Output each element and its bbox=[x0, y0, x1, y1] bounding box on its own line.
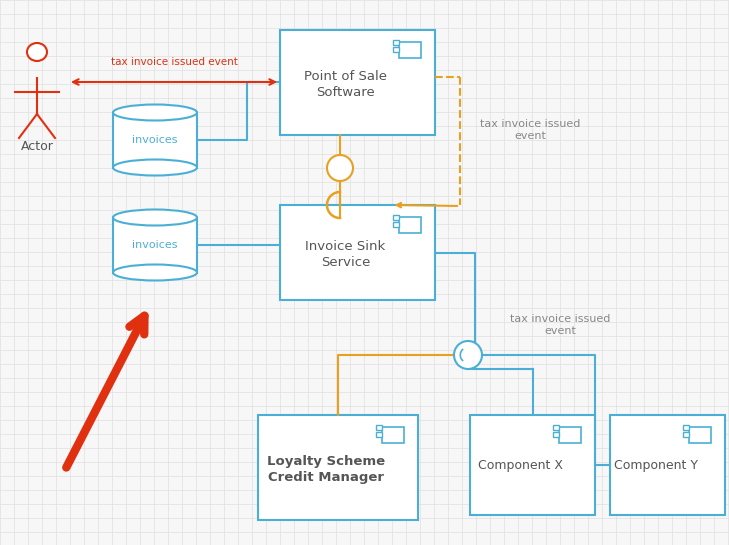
FancyBboxPatch shape bbox=[393, 215, 399, 220]
FancyBboxPatch shape bbox=[376, 432, 382, 437]
FancyBboxPatch shape bbox=[683, 432, 689, 437]
FancyBboxPatch shape bbox=[113, 217, 197, 272]
FancyBboxPatch shape bbox=[393, 221, 399, 227]
Text: Credit Manager: Credit Manager bbox=[268, 471, 384, 484]
Ellipse shape bbox=[27, 43, 47, 61]
FancyBboxPatch shape bbox=[376, 425, 382, 430]
FancyBboxPatch shape bbox=[393, 46, 399, 51]
FancyBboxPatch shape bbox=[470, 415, 595, 515]
FancyBboxPatch shape bbox=[399, 42, 421, 58]
Text: Service: Service bbox=[321, 256, 370, 269]
FancyBboxPatch shape bbox=[610, 415, 725, 515]
Text: Actor: Actor bbox=[20, 140, 53, 153]
Text: Loyalty Scheme: Loyalty Scheme bbox=[267, 455, 385, 468]
Text: invoices: invoices bbox=[132, 135, 178, 145]
FancyBboxPatch shape bbox=[382, 427, 404, 443]
FancyBboxPatch shape bbox=[258, 415, 418, 520]
Ellipse shape bbox=[454, 341, 482, 369]
Ellipse shape bbox=[327, 155, 353, 181]
FancyBboxPatch shape bbox=[280, 30, 435, 135]
Text: tax invoice issued
event: tax invoice issued event bbox=[480, 119, 580, 141]
Text: invoices: invoices bbox=[132, 240, 178, 250]
Ellipse shape bbox=[113, 105, 197, 120]
Text: Component Y: Component Y bbox=[614, 458, 698, 471]
FancyBboxPatch shape bbox=[553, 425, 559, 430]
Text: Component X: Component X bbox=[478, 458, 563, 471]
FancyBboxPatch shape bbox=[113, 112, 197, 167]
FancyBboxPatch shape bbox=[683, 425, 689, 430]
Text: tax invoice issued
event: tax invoice issued event bbox=[510, 314, 610, 336]
Ellipse shape bbox=[113, 160, 197, 175]
Text: Software: Software bbox=[316, 86, 375, 99]
FancyBboxPatch shape bbox=[559, 427, 581, 443]
Text: Invoice Sink: Invoice Sink bbox=[305, 240, 386, 253]
Text: Point of Sale: Point of Sale bbox=[304, 70, 387, 83]
FancyBboxPatch shape bbox=[553, 432, 559, 437]
FancyBboxPatch shape bbox=[280, 205, 435, 300]
Ellipse shape bbox=[113, 209, 197, 226]
FancyBboxPatch shape bbox=[393, 40, 399, 45]
Text: tax invoice issued event: tax invoice issued event bbox=[111, 57, 238, 67]
FancyBboxPatch shape bbox=[689, 427, 711, 443]
Ellipse shape bbox=[113, 264, 197, 281]
FancyBboxPatch shape bbox=[399, 217, 421, 233]
